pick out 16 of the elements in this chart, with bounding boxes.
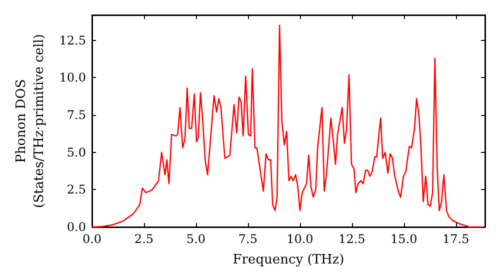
x-tick-label: 17.5 xyxy=(442,232,470,246)
x-tick-label: 0.0 xyxy=(82,232,102,246)
y-tick-label: 12.5 xyxy=(59,33,86,48)
x-axis-title: Frequency (THz) xyxy=(232,252,344,268)
x-tick-label: 12.5 xyxy=(338,232,366,246)
y-tick-label: 2.5 xyxy=(66,182,86,197)
y-tick-label: 10.0 xyxy=(59,70,86,85)
x-tick-label: 7.5 xyxy=(238,232,258,246)
x-tick-label: 15.0 xyxy=(390,232,418,246)
x-tick-label: 10.0 xyxy=(286,232,314,246)
y-tick-label: 7.5 xyxy=(66,108,86,122)
y-tick-label: 5.0 xyxy=(66,145,86,160)
y-axis-title: Phonon DOS (States/THz·primitive cell) xyxy=(14,34,47,208)
y-tick-label: 0.0 xyxy=(66,220,86,234)
x-tick-label: 5.0 xyxy=(186,232,206,246)
x-tick-label: 2.5 xyxy=(134,232,154,246)
